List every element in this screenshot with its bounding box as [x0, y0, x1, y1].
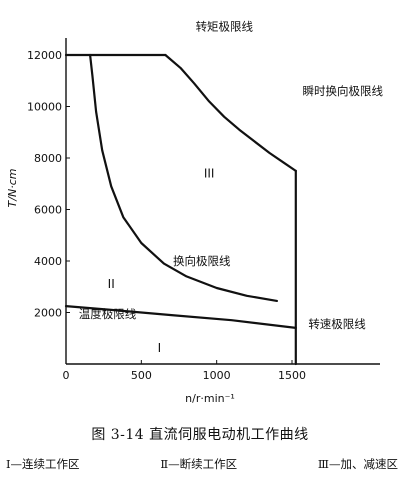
- figure-caption: 图 3-14 直流伺服电动机工作曲线: [91, 427, 309, 443]
- legend-region-2: Ⅱ—断续工作区: [160, 457, 238, 471]
- legend-region-3: Ⅲ—加、减速区: [317, 457, 398, 471]
- region-label: II: [108, 277, 115, 291]
- x-tick-label: 1500: [278, 369, 306, 382]
- curve-annotation: 换向极限线: [173, 254, 231, 268]
- region-legend: Ⅰ—连续工作区 Ⅱ—断续工作区 Ⅲ—加、减速区: [6, 456, 398, 472]
- chart-canvas: 0 500 1000 1500 2000 4000 6000 8000 10000 12000 T/…: [6, 20, 384, 405]
- x-tick-label: 1000: [203, 369, 231, 382]
- series-line-1: [164, 53, 297, 172]
- y-tick-label: 10000: [27, 101, 62, 114]
- x-axis-label: n/r·min⁻¹: [185, 392, 235, 405]
- region-label: III: [204, 166, 215, 180]
- series-line-3: [89, 53, 278, 302]
- y-tick-label: 6000: [34, 204, 62, 217]
- x-tick-label: 0: [63, 369, 70, 382]
- y-tick-label: 2000: [34, 307, 62, 320]
- x-tick-label: 500: [131, 369, 152, 382]
- region-label: I: [158, 341, 162, 355]
- y-tick-label: 12000: [27, 49, 62, 62]
- curve-annotation: 转速极限线: [308, 317, 366, 331]
- curve-annotation: 温度极限线: [79, 307, 137, 321]
- series-line-4: [64, 305, 297, 329]
- curve-annotation: 瞬时换向极限线: [303, 84, 384, 98]
- legend-region-1: Ⅰ—连续工作区: [6, 457, 80, 471]
- y-tick-label: 8000: [34, 152, 62, 165]
- y-axis-label: T/N·cm: [6, 169, 19, 208]
- curve-annotation: 转矩极限线: [196, 20, 254, 34]
- y-tick-label: 4000: [34, 255, 62, 268]
